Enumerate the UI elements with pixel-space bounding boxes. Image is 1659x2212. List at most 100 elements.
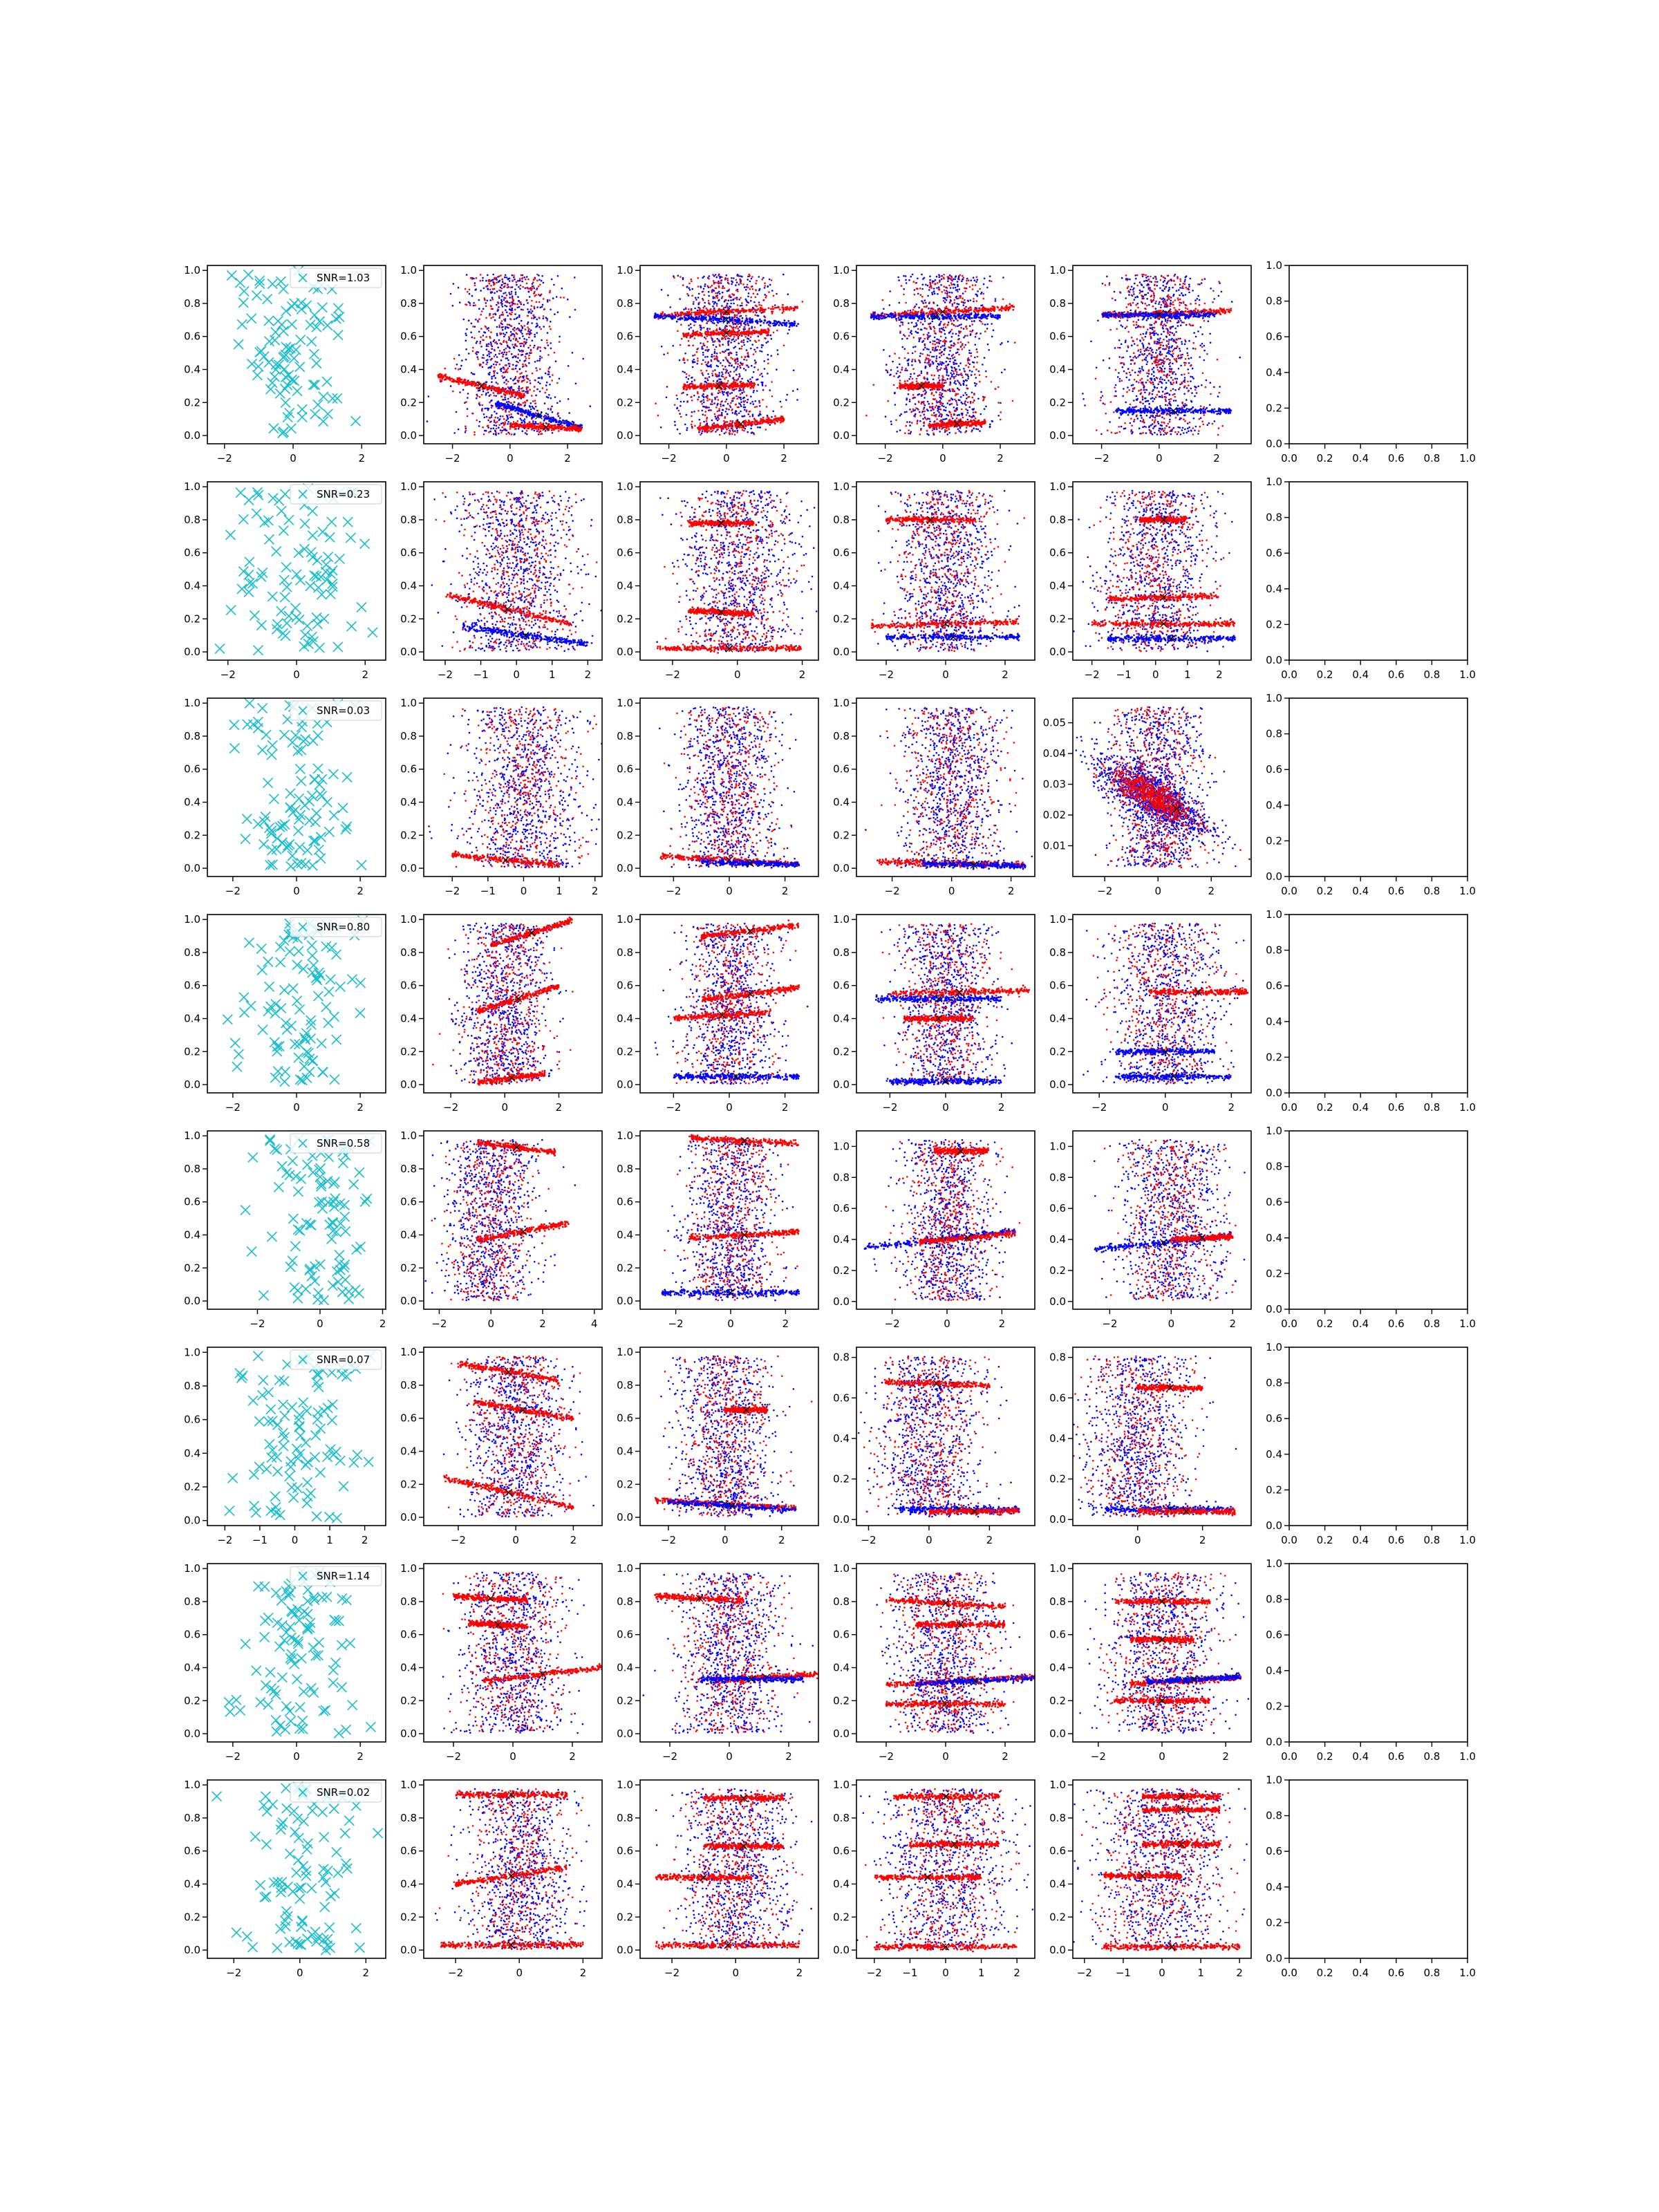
red-point [773,332,775,334]
red-point [755,424,757,426]
blue-point [709,275,711,277]
red-point [519,278,521,280]
blue-point [961,375,963,377]
red-point [736,414,738,416]
blue-point [729,320,731,322]
blue-point [496,335,498,337]
red-point [481,394,483,396]
red-point [528,337,530,339]
blue-point [505,354,507,356]
red-point [474,431,476,433]
blue-point [772,323,774,325]
blue-point [718,291,720,293]
red-point [477,358,479,360]
blue-point [667,294,669,297]
red-point [733,294,735,297]
blue-point [504,351,506,353]
red-point [676,395,678,397]
blue-point [541,280,543,282]
blue-point [767,354,769,356]
red-point [531,305,533,307]
red-point [704,362,706,364]
blue-point [702,319,704,321]
plot-area [227,266,360,438]
red-point [711,393,713,395]
blue-point [722,285,724,288]
blue-point [899,415,901,417]
red-point [749,276,751,278]
red-point [538,425,541,427]
red-point [697,410,700,412]
blue-point [724,306,727,308]
blue-point [514,433,516,435]
blue-point [655,315,657,317]
blue-point [713,402,715,404]
y-tick-label: 1.0 [617,264,633,276]
blue-point [490,400,492,402]
blue-point [559,336,561,338]
blue-point [740,405,742,407]
red-point [729,362,731,364]
blue-point [749,378,751,380]
blue-point [721,371,723,373]
red-point [770,422,772,424]
blue-point [515,407,517,409]
blue-point [700,342,702,344]
blue-point [735,319,737,321]
blue-point [722,373,724,375]
red-point [536,289,538,291]
blue-point [679,433,681,435]
red-point [725,377,727,379]
blue-point [485,394,487,396]
red-point [709,409,711,411]
red-point [723,420,725,422]
red-point [546,319,548,321]
red-point [511,301,513,303]
red-point [503,314,505,316]
red-point [727,393,729,395]
red-point [724,401,727,403]
red-point [753,330,755,332]
blue-point [550,321,552,323]
red-point [503,368,505,371]
blue-point [482,280,484,282]
x-tick-label: −2 [445,452,460,465]
red-point [539,284,541,286]
blue-point [527,321,529,324]
blue-point [708,349,710,351]
red-point [700,422,702,424]
red-point [518,427,521,429]
blue-point [704,337,706,339]
blue-point [698,396,700,398]
blue-point [718,372,720,374]
blue-point [718,300,720,302]
blue-point [510,331,512,333]
red-point [691,294,693,297]
blue-point [712,375,714,377]
y-tick-label: 1.0 [184,264,200,276]
blue-point [939,400,941,402]
blue-point [722,320,724,322]
red-point [704,388,706,391]
blue-point [510,402,512,404]
red-point [484,299,486,301]
red-point [705,407,707,409]
red-point [765,297,767,299]
red-point [471,278,474,280]
red-point [502,312,504,314]
red-point [747,354,749,356]
red-point [720,405,722,407]
red-point [534,402,536,404]
red-point [756,306,758,308]
blue-point [911,322,913,324]
blue-point [557,424,559,426]
seed-point [319,392,328,402]
blue-point [709,365,711,367]
blue-point [672,345,674,347]
red-point [709,384,711,386]
red-point [704,427,706,429]
blue-point [500,415,502,418]
red-point [538,429,540,431]
blue-point [964,335,966,337]
red-point [739,387,741,389]
